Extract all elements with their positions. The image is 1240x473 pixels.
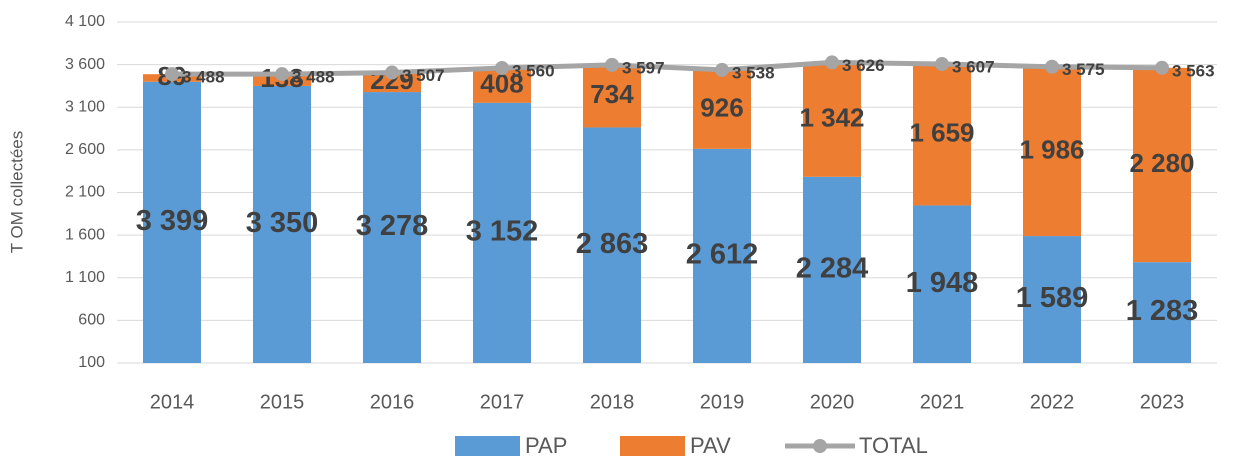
data-label: 3 507 (402, 66, 445, 85)
bar (1133, 262, 1191, 363)
line-marker (275, 67, 289, 82)
bar (913, 205, 971, 363)
x-tick-label: 2022 (1030, 391, 1075, 413)
legend-label: TOTAL (859, 433, 928, 458)
data-label: 734 (590, 79, 634, 109)
data-label: 1 342 (799, 102, 864, 132)
line-marker (825, 55, 839, 70)
y-tick-label: 600 (78, 312, 105, 329)
x-tick-label: 2023 (1140, 391, 1185, 413)
line-marker (935, 57, 949, 72)
y-axis-label: T OM collectées (7, 131, 26, 254)
bar (803, 176, 861, 363)
legend-label: PAP (525, 433, 567, 458)
line-marker (385, 65, 399, 80)
line-marker (715, 62, 729, 77)
bar (363, 72, 421, 93)
line-marker (1155, 60, 1169, 75)
y-tick-label: 1 100 (65, 269, 105, 286)
data-label: 1 283 (1126, 295, 1199, 327)
line-marker (165, 67, 179, 82)
data-label: 3 350 (246, 207, 319, 239)
data-label: 3 575 (1062, 60, 1105, 79)
bar (1133, 67, 1191, 263)
bar (253, 85, 311, 363)
data-label: 3 488 (292, 68, 335, 87)
data-label: 3 597 (622, 58, 665, 77)
data-label: 3 538 (732, 63, 775, 82)
y-tick-label: 2 600 (65, 141, 105, 158)
legend-swatch (620, 436, 685, 456)
x-tick-label: 2017 (480, 391, 525, 413)
bar (473, 102, 531, 363)
y-tick-label: 100 (78, 354, 105, 371)
line (172, 59, 1163, 77)
bar (913, 64, 971, 206)
data-label: 3 399 (136, 205, 209, 237)
x-tick-label: 2016 (370, 391, 415, 413)
line-marker (1045, 59, 1059, 74)
bar (1023, 66, 1081, 237)
data-label: 1 948 (906, 267, 979, 299)
x-tick-label: 2014 (150, 391, 195, 413)
x-tick-label: 2020 (810, 391, 855, 413)
data-label: 3 560 (512, 62, 555, 81)
bar (693, 148, 751, 363)
bar (1023, 236, 1081, 363)
bar (583, 64, 641, 128)
data-label: 2 280 (1129, 148, 1194, 178)
x-tick-label: 2018 (590, 391, 635, 413)
bar (363, 92, 421, 363)
data-label: 3 626 (842, 56, 885, 75)
legend-swatch (455, 436, 520, 456)
data-label: 1 589 (1016, 282, 1089, 314)
bar (143, 81, 201, 363)
y-tick-label: 4 100 (65, 13, 105, 30)
bar (693, 69, 751, 149)
y-tick-label: 1 600 (65, 226, 105, 243)
data-label: 1 659 (909, 118, 974, 148)
legend-label: PAV (690, 433, 731, 458)
data-label: 3 278 (356, 210, 429, 242)
data-label: 926 (700, 92, 743, 122)
data-label: 3 563 (1172, 61, 1215, 80)
data-label: 2 284 (796, 253, 869, 285)
data-label: 2 863 (576, 228, 649, 260)
y-tick-label: 3 600 (65, 56, 105, 73)
legend-marker (813, 439, 827, 453)
x-tick-label: 2019 (700, 391, 745, 413)
data-label: 3 607 (952, 58, 995, 77)
data-label: 3 152 (466, 216, 539, 248)
bar (803, 62, 861, 177)
data-label: 3 488 (182, 68, 225, 87)
data-label: 1 986 (1019, 134, 1084, 164)
line-marker (495, 61, 509, 76)
data-label: 2 612 (686, 239, 759, 271)
y-tick-label: 2 100 (65, 184, 105, 201)
x-tick-label: 2021 (920, 391, 965, 413)
x-tick-label: 2015 (260, 391, 305, 413)
bar (583, 127, 641, 363)
y-tick-label: 3 100 (65, 98, 105, 115)
line-marker (605, 57, 619, 72)
